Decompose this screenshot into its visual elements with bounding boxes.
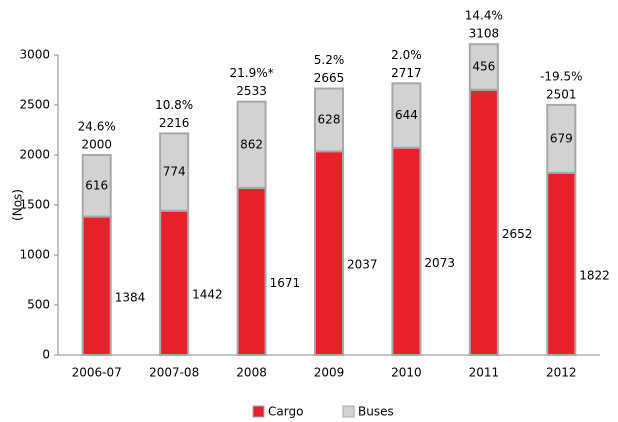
x-tick-label: 2010 (391, 366, 422, 380)
buses-value-label: 774 (163, 165, 186, 179)
x-tick-label: 2011 (469, 366, 500, 380)
x-tick-label: 2006-07 (72, 366, 122, 380)
legend-label: Cargo (268, 405, 303, 419)
growth-label: 24.6% (78, 120, 116, 134)
y-tick-label: 1500 (19, 198, 50, 212)
buses-value-label: 616 (85, 178, 108, 192)
growth-label: 21.9%* (230, 66, 274, 80)
bar-segment (314, 87, 344, 153)
bar-segment (159, 132, 190, 212)
x-tick-label: 2009 (314, 366, 345, 380)
x-tick-label: 2008 (236, 366, 267, 380)
legend-label: Buses (358, 405, 394, 419)
growth-label: 10.8% (155, 98, 193, 112)
total-label: 3108 (469, 27, 500, 41)
cargo-value-label: 2037 (347, 258, 378, 272)
cargo-value-label: 1442 (192, 287, 223, 301)
bar-segment (81, 154, 112, 218)
buses-value-label: 456 (472, 60, 495, 74)
total-label: 2533 (236, 84, 267, 98)
y-axis-label: (Nos) (11, 189, 25, 221)
growth-label: 5.2% (314, 53, 345, 67)
buses-value-label: 628 (318, 112, 341, 126)
total-label: 2501 (546, 87, 577, 101)
y-tick-label: 1000 (19, 248, 50, 262)
cargo-value-label: 1384 (115, 290, 146, 304)
growth-label: 14.4% (465, 9, 503, 23)
bar-segment (314, 150, 344, 356)
growth-label: 2.0% (391, 48, 422, 62)
growth-label: -19.5% (540, 69, 582, 83)
y-tick-label: 2500 (19, 98, 50, 112)
bar-segment (546, 171, 577, 356)
buses-value-label: 679 (550, 131, 573, 145)
y-tick-label: 2000 (19, 148, 50, 162)
bar-segment (546, 103, 577, 174)
bar-segment (468, 88, 499, 357)
total-label: 2216 (159, 116, 190, 130)
total-label: 2665 (314, 71, 345, 85)
bar-segment (391, 146, 422, 356)
cargo-value-label: 2652 (502, 227, 533, 241)
legend-swatch (252, 405, 265, 418)
cargo-value-label: 1822 (579, 268, 610, 282)
bar-segment (391, 82, 422, 149)
y-tick-label: 3000 (19, 48, 50, 62)
total-label: 2000 (81, 138, 112, 152)
bar-segment (236, 186, 267, 356)
bar-segment (468, 43, 499, 91)
buses-value-label: 862 (240, 137, 263, 151)
total-label: 2717 (391, 66, 422, 80)
y-tick-label: 500 (27, 298, 50, 312)
buses-value-label: 644 (395, 108, 418, 122)
bar-segment (81, 215, 112, 356)
legend-swatch (342, 405, 355, 418)
bar-segment (159, 209, 190, 356)
cargo-value-label: 2073 (424, 256, 455, 270)
y-tick-label: 0 (42, 348, 50, 362)
cargo-value-label: 1671 (270, 276, 301, 290)
bar-segment (236, 100, 267, 189)
x-tick-label: 2007-08 (149, 366, 199, 380)
x-tick-label: 2012 (546, 366, 577, 380)
